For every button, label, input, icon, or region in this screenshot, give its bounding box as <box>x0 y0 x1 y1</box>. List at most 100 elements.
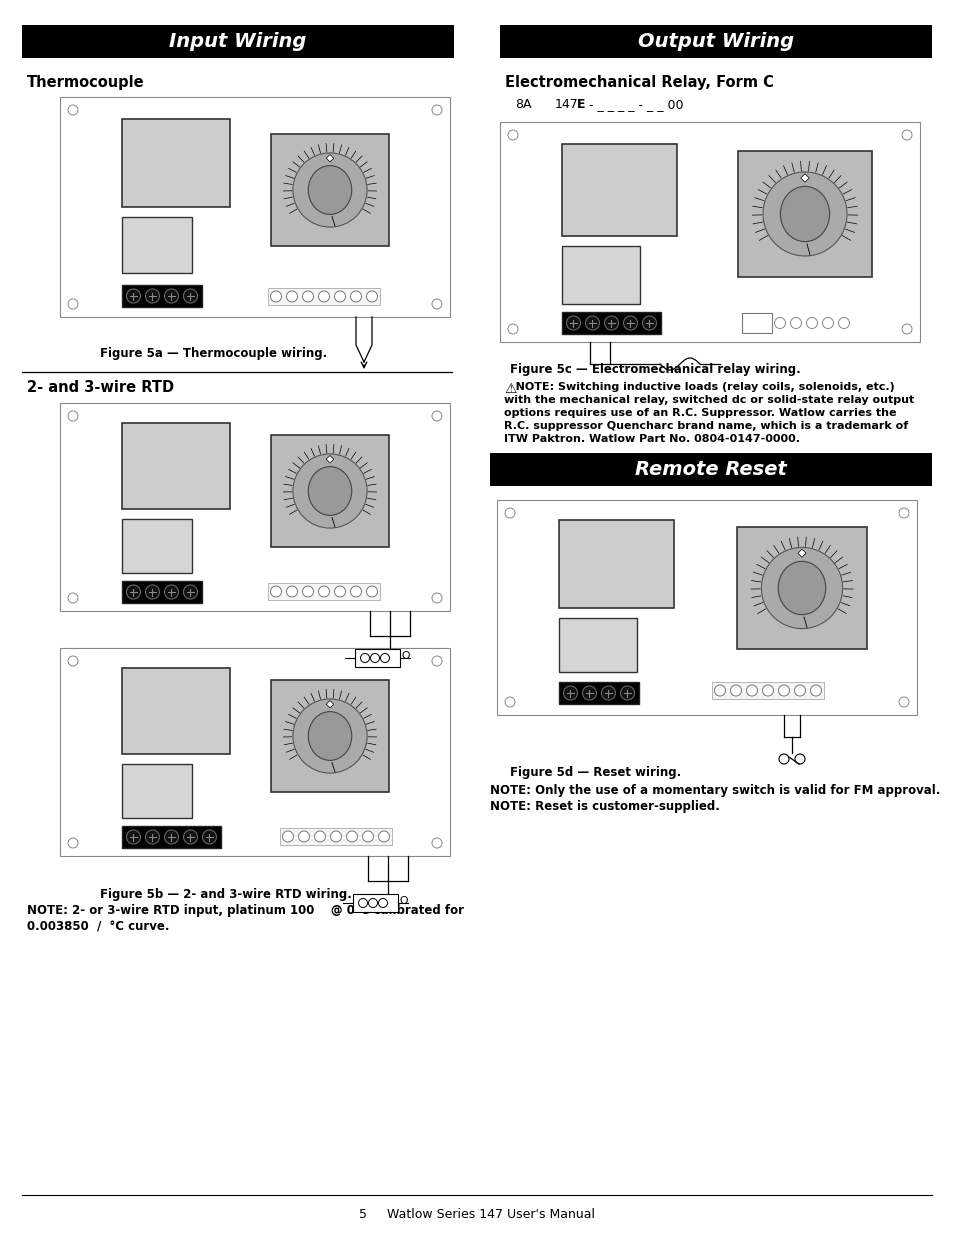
Polygon shape <box>326 154 334 162</box>
Circle shape <box>302 585 314 597</box>
Circle shape <box>794 685 804 697</box>
Bar <box>737 527 866 648</box>
Circle shape <box>68 105 78 115</box>
Text: 0.003850  /  °C curve.: 0.003850 / °C curve. <box>27 920 170 932</box>
Circle shape <box>286 291 297 303</box>
Bar <box>737 151 871 277</box>
Circle shape <box>794 755 804 764</box>
Circle shape <box>760 547 841 629</box>
Bar <box>561 312 660 333</box>
Circle shape <box>641 316 656 330</box>
Circle shape <box>127 289 140 303</box>
Bar <box>122 519 192 573</box>
Bar <box>499 25 931 58</box>
Circle shape <box>898 508 908 517</box>
Bar <box>122 764 192 818</box>
Text: Figure 5d — Reset wiring.: Figure 5d — Reset wiring. <box>510 766 680 779</box>
Circle shape <box>314 831 325 842</box>
Circle shape <box>901 130 911 140</box>
Text: R.C. suppressor Quencharc brand name, which is a trademark of: R.C. suppressor Quencharc brand name, wh… <box>503 421 907 431</box>
Circle shape <box>432 593 441 603</box>
Circle shape <box>366 585 377 597</box>
Text: NOTE: Reset is customer-supplied.: NOTE: Reset is customer-supplied. <box>490 800 720 813</box>
Text: Electromechanical Relay, Form C: Electromechanical Relay, Form C <box>504 75 773 90</box>
Circle shape <box>838 317 848 329</box>
Bar <box>490 453 931 487</box>
Circle shape <box>563 685 577 700</box>
Text: Input Wiring: Input Wiring <box>169 32 306 51</box>
Circle shape <box>821 317 833 329</box>
Circle shape <box>286 585 297 597</box>
Circle shape <box>146 830 159 844</box>
Circle shape <box>582 685 596 700</box>
Circle shape <box>146 289 159 303</box>
Polygon shape <box>797 550 805 557</box>
Circle shape <box>282 831 294 842</box>
Circle shape <box>432 411 441 421</box>
Circle shape <box>293 153 367 227</box>
Circle shape <box>432 299 441 309</box>
Bar <box>353 894 397 911</box>
Circle shape <box>504 508 515 517</box>
Circle shape <box>335 291 345 303</box>
Circle shape <box>761 685 773 697</box>
Text: NOTE: Switching inductive loads (relay coils, solenoids, etc.): NOTE: Switching inductive loads (relay c… <box>503 382 894 391</box>
Circle shape <box>330 831 341 842</box>
Circle shape <box>507 324 517 333</box>
Circle shape <box>183 830 197 844</box>
Polygon shape <box>326 456 334 463</box>
Text: Ω: Ω <box>399 897 408 906</box>
Circle shape <box>507 130 517 140</box>
Circle shape <box>730 685 740 697</box>
Circle shape <box>164 585 178 599</box>
Text: ITW Paktron. Watlow Part No. 0804-0147-0000.: ITW Paktron. Watlow Part No. 0804-0147-0… <box>503 433 800 445</box>
Circle shape <box>432 839 441 848</box>
Circle shape <box>183 289 197 303</box>
Circle shape <box>293 454 367 529</box>
Text: Figure 5a — Thermocouple wiring.: Figure 5a — Thermocouple wiring. <box>100 347 327 359</box>
Circle shape <box>271 585 281 597</box>
Circle shape <box>127 585 140 599</box>
Text: Remote Reset: Remote Reset <box>635 459 786 479</box>
Bar <box>122 424 230 509</box>
Ellipse shape <box>778 562 825 615</box>
Circle shape <box>774 317 784 329</box>
Bar <box>561 246 639 304</box>
Bar <box>60 98 450 317</box>
Circle shape <box>183 585 197 599</box>
Text: 147: 147 <box>555 98 578 111</box>
Text: options requires use of an R.C. Suppressor. Watlow carries the: options requires use of an R.C. Suppress… <box>503 408 896 417</box>
Text: Figure 5b — 2- and 3-wire RTD wiring.: Figure 5b — 2- and 3-wire RTD wiring. <box>100 888 352 902</box>
Circle shape <box>318 291 329 303</box>
Text: ⚠: ⚠ <box>503 382 516 396</box>
Circle shape <box>293 699 367 773</box>
Polygon shape <box>800 174 808 183</box>
Circle shape <box>432 656 441 666</box>
Circle shape <box>619 685 634 700</box>
Circle shape <box>779 755 788 764</box>
Circle shape <box>362 831 374 842</box>
Text: - _ _ _ _ - _ _ 00: - _ _ _ _ - _ _ 00 <box>584 98 682 111</box>
Text: Ω: Ω <box>401 651 410 661</box>
Bar <box>558 520 673 608</box>
Circle shape <box>601 685 615 700</box>
Circle shape <box>346 831 357 842</box>
Circle shape <box>68 299 78 309</box>
Circle shape <box>127 830 140 844</box>
Circle shape <box>164 830 178 844</box>
Circle shape <box>68 411 78 421</box>
Bar <box>122 668 230 755</box>
Circle shape <box>805 317 817 329</box>
Ellipse shape <box>780 186 829 242</box>
Circle shape <box>350 291 361 303</box>
Circle shape <box>762 172 846 256</box>
Text: with the mechanical relay, switched dc or solid-state relay output: with the mechanical relay, switched dc o… <box>503 395 913 405</box>
Circle shape <box>68 839 78 848</box>
Circle shape <box>350 585 361 597</box>
Bar <box>268 583 379 600</box>
Text: 5     Watlow Series 147 User's Manual: 5 Watlow Series 147 User's Manual <box>358 1209 595 1221</box>
Bar <box>60 648 450 856</box>
Text: E: E <box>577 98 585 111</box>
Circle shape <box>432 105 441 115</box>
Circle shape <box>790 317 801 329</box>
